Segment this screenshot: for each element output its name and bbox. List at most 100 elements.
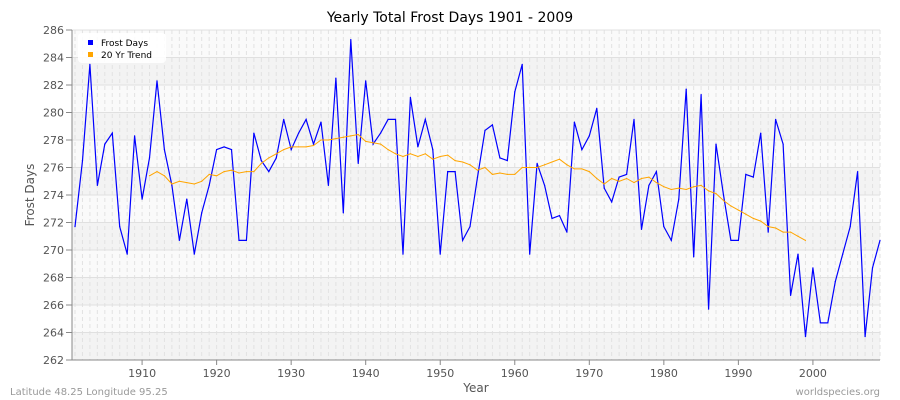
x-axis-label: Year xyxy=(462,381,488,395)
trend-point xyxy=(536,166,538,169)
frost-days-point xyxy=(514,91,516,93)
frost-days-point xyxy=(558,215,561,217)
frost-days-point xyxy=(499,157,501,159)
trend-point xyxy=(633,182,635,184)
frost-days-point xyxy=(134,135,136,137)
frost-days-point xyxy=(111,132,113,134)
trend-point xyxy=(365,140,367,142)
frost-days-point xyxy=(588,135,590,137)
frost-days-point xyxy=(871,267,874,269)
frost-days-point xyxy=(678,198,680,200)
trend-point xyxy=(186,182,188,184)
frost-days-point xyxy=(700,94,702,96)
trend-point xyxy=(678,187,680,189)
frost-days-point xyxy=(126,253,128,255)
trend-point xyxy=(625,177,628,180)
trend-point xyxy=(312,144,315,147)
trend-point xyxy=(223,171,225,173)
y-tick-label: 272 xyxy=(43,217,64,230)
frost-days-point xyxy=(491,124,494,126)
frost-days-point xyxy=(312,143,315,145)
trend-point xyxy=(380,143,382,145)
trend-point xyxy=(797,235,799,237)
y-tick-label: 268 xyxy=(43,272,64,285)
x-tick-label: 2000 xyxy=(799,367,827,380)
series-lines xyxy=(74,39,881,338)
trend-point xyxy=(663,186,665,188)
frost-days-point xyxy=(730,239,732,241)
trend-point xyxy=(409,153,412,155)
legend-swatch-trend xyxy=(88,52,93,57)
trend-point xyxy=(529,166,531,169)
y-tick-label: 274 xyxy=(43,189,64,202)
trend-point xyxy=(305,146,307,148)
frost-days-point xyxy=(439,253,441,255)
trend-point xyxy=(506,173,508,175)
frost-days-point xyxy=(201,212,203,214)
frost-days-point xyxy=(357,162,359,164)
frost-days-point xyxy=(529,253,531,255)
trend-point xyxy=(789,231,792,233)
frost-days-point xyxy=(409,96,412,98)
frost-days-point xyxy=(596,107,598,109)
frost-days-point xyxy=(655,171,657,173)
frost-days-point xyxy=(387,118,389,120)
trend-point xyxy=(201,180,203,182)
frost-days-point xyxy=(223,146,225,148)
frost-days-point xyxy=(283,118,285,120)
x-tick-label: 1930 xyxy=(277,367,305,380)
frost-days-point xyxy=(670,239,672,241)
trend-point xyxy=(782,231,784,233)
frost-days-point xyxy=(625,173,628,175)
frost-days-point xyxy=(484,129,486,131)
y-tick-label: 282 xyxy=(43,79,64,92)
frost-days-point xyxy=(715,143,717,145)
x-tick-label: 1960 xyxy=(501,367,529,380)
frost-days-point xyxy=(275,157,277,159)
axes: 262 264 266 268 270 272 274 276 278 280 282 284 286 1… xyxy=(43,24,880,380)
trend-point xyxy=(245,171,248,173)
trend-point xyxy=(611,177,613,180)
frost-days-point xyxy=(163,149,166,151)
trend-point xyxy=(342,136,344,138)
frost-days-point xyxy=(253,132,255,134)
y-tick-label: 278 xyxy=(43,134,64,147)
frost-days-point xyxy=(335,77,337,79)
trend-point xyxy=(350,135,352,137)
trend-point xyxy=(156,171,158,173)
frost-days-point xyxy=(447,171,449,173)
frost-days-point xyxy=(186,198,188,200)
trend-point xyxy=(447,154,449,156)
frost-days-point xyxy=(864,336,866,338)
frost-days-point xyxy=(752,176,754,178)
background-band xyxy=(72,277,880,305)
frost-days-point xyxy=(693,256,695,258)
trend-point xyxy=(700,184,702,186)
trend-point xyxy=(394,153,397,155)
frost-days-point xyxy=(648,184,650,186)
frost-days-point xyxy=(268,171,270,173)
trend-point xyxy=(707,190,710,192)
trend-point xyxy=(640,177,643,180)
trend-point xyxy=(469,164,471,166)
trend-point xyxy=(670,188,672,191)
background-band xyxy=(72,332,880,360)
trend-point xyxy=(424,153,426,155)
frost-days-point xyxy=(156,80,158,82)
frost-days-point xyxy=(230,149,233,151)
frost-days-point xyxy=(834,281,836,283)
trend-point xyxy=(491,173,494,175)
frost-days-point xyxy=(454,171,456,173)
frost-days-point xyxy=(238,239,240,241)
trend-point xyxy=(730,205,732,207)
x-tick-label: 1970 xyxy=(575,367,603,380)
frost-days-point xyxy=(536,162,538,164)
trend-point xyxy=(163,175,166,177)
trend-point xyxy=(648,176,650,178)
trend-point xyxy=(417,155,419,158)
frost-days-point xyxy=(216,149,218,151)
frost-days-point xyxy=(245,239,248,241)
frost-days-point xyxy=(812,267,814,269)
frost-days-point xyxy=(461,239,464,241)
y-tick-label: 266 xyxy=(43,299,64,312)
